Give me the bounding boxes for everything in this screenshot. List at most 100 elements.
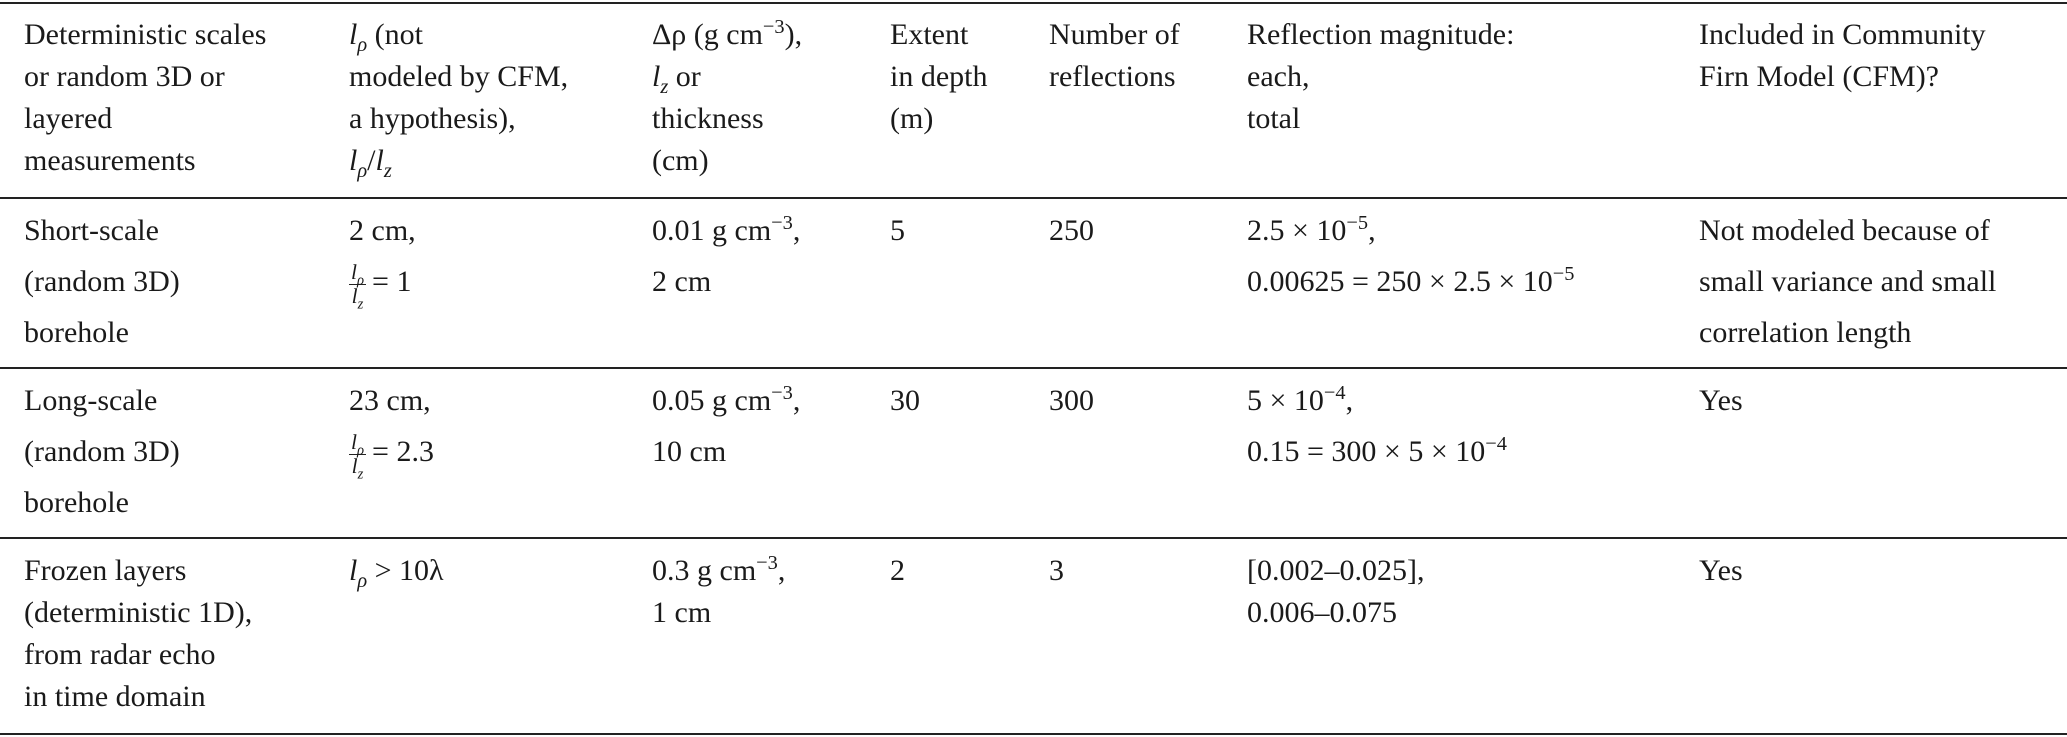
header-cell: Reflection magnitude: each, total: [1247, 14, 1514, 140]
cell-text: or: [668, 60, 701, 93]
cell-text: z: [357, 295, 364, 312]
rule: [0, 2, 2067, 4]
cell-text: −3: [756, 552, 778, 574]
cell: Not modeled because of small variance and…: [1699, 205, 1996, 358]
cell-text: ρ: [357, 272, 365, 289]
cell: 0.3 g cm−3, 1 cm: [652, 550, 785, 634]
cell-text: 1 cm: [652, 596, 712, 629]
cell-text: 2 cm: [652, 265, 712, 298]
cell-text: (not: [367, 18, 423, 51]
cell-text: ),: [784, 18, 803, 51]
text-part: 5 × 10−4,: [1247, 375, 1507, 426]
cell-text: 0.15 = 300 × 5 × 10: [1247, 435, 1486, 468]
cell-text: l: [351, 283, 358, 308]
cell-text: −5: [1552, 263, 1575, 285]
cell: Yes: [1699, 550, 1743, 592]
cell-text: Included in Community: [1699, 18, 1986, 51]
cell-text: correlation length: [1699, 316, 1912, 349]
cell: 2 cm, lρ lz = 1: [349, 205, 416, 311]
text-part: ρ: [357, 34, 367, 56]
cell-text: ρ: [357, 34, 368, 56]
cell-text: l: [349, 144, 358, 177]
text-part: lρ lz: [349, 429, 367, 481]
text-part: z: [358, 296, 364, 312]
cell-text: total: [1247, 102, 1301, 135]
cell-text: Not modeled because of: [1699, 214, 1990, 247]
cell-text: Yes: [1699, 554, 1743, 587]
cell-text: /: [367, 144, 376, 177]
header-cell: Number of reflections: [1049, 14, 1180, 98]
cell-text: a hypothesis),: [349, 102, 516, 135]
cell-text: 10 cm: [652, 435, 727, 468]
cell: 5: [890, 205, 905, 256]
cell-text: small variance and small: [1699, 265, 1997, 298]
text-part: Δρ (g cm−3),: [652, 14, 802, 56]
cell-text: Extent: [890, 18, 969, 51]
text-part: 0.3 g cm−3,: [652, 550, 785, 592]
cell-text: Frozen layers: [24, 554, 187, 587]
cell: 2.5 × 10−5, 0.00625 = 250 × 2.5 × 10−5: [1247, 205, 1574, 307]
text-part: ρ: [357, 272, 364, 288]
cell-text: 0.01 g cm: [652, 214, 772, 247]
cell-text: or random 3D or: [24, 60, 225, 93]
text-part: lρ > 10λ: [349, 550, 444, 592]
cell-text: reflections: [1049, 60, 1176, 93]
cell-text: 250: [1049, 214, 1094, 247]
text-part: 0.15 = 300 × 5 × 10−4: [1247, 426, 1507, 477]
cell-text: z: [357, 465, 364, 482]
cell-text: 23 cm,: [349, 384, 431, 417]
cell: 23 cm, lρ lz = 2.3: [349, 375, 434, 481]
cell-text: 2: [890, 554, 905, 587]
cell-text: ρ: [357, 570, 368, 592]
cell-text: ρ: [357, 160, 368, 182]
cell-text: [0.002–0.025],: [1247, 554, 1425, 587]
text-part: 2.5 × 10−5,: [1247, 205, 1574, 256]
cell-text: each,: [1247, 60, 1310, 93]
cell: lρ > 10λ: [349, 550, 444, 592]
cell-text: in time domain: [24, 680, 206, 713]
cell: 5 × 10−4, 0.15 = 300 × 5 × 10−4: [1247, 375, 1507, 477]
cell-text: = 2.3: [372, 435, 434, 468]
cell: 300: [1049, 375, 1094, 426]
cell-text: measurements: [24, 144, 196, 177]
cell-text: Δρ (g cm: [652, 18, 763, 51]
cell-text: −4: [1323, 382, 1346, 404]
text-part: z: [660, 76, 668, 98]
cell-text: 300: [1049, 384, 1094, 417]
text-part: lz: [349, 454, 366, 481]
cell: Long-scale (random 3D) borehole: [24, 375, 180, 528]
cell-text: (random 3D): [24, 265, 180, 298]
cell-text: ,: [1368, 214, 1376, 247]
cell-text: in depth: [890, 60, 988, 93]
cell-text: = 1: [372, 265, 412, 298]
text-part: lρ: [349, 261, 367, 288]
cell-text: > 10λ: [367, 554, 444, 587]
cell-text: from radar echo: [24, 638, 216, 671]
text-part: lρ lz: [349, 261, 367, 311]
cell-text: 0.05 g cm: [652, 384, 772, 417]
cell: Yes: [1699, 375, 1743, 426]
header-cell: Extent in depth (m): [890, 14, 988, 140]
text-part: ρ: [357, 160, 367, 182]
rule: [0, 733, 2067, 735]
cell-text: Yes: [1699, 384, 1743, 417]
text-part: lz or: [652, 56, 802, 98]
cell-text: ,: [777, 554, 786, 587]
cell-text: 5 × 10: [1247, 384, 1324, 417]
cell-text: Short-scale: [24, 214, 159, 247]
text-part: lρ/lz: [349, 140, 568, 182]
text-part: lz: [349, 283, 366, 311]
cell-text: Long-scale: [24, 384, 158, 417]
cell-text: 30: [890, 384, 920, 417]
cell-text: z: [660, 76, 669, 98]
text-part: ρ: [357, 442, 364, 458]
cell-text: l: [351, 429, 357, 454]
rule: [0, 537, 2067, 539]
cell-text: 0.3 g cm: [652, 554, 757, 587]
cell-text: (deterministic 1D),: [24, 596, 253, 629]
text-part: 0.05 g cm−3,: [652, 375, 800, 426]
cell-text: (m): [890, 102, 934, 135]
text-part: ρ: [357, 570, 367, 592]
cell-text: Number of: [1049, 18, 1180, 51]
cell: 3: [1049, 550, 1064, 592]
